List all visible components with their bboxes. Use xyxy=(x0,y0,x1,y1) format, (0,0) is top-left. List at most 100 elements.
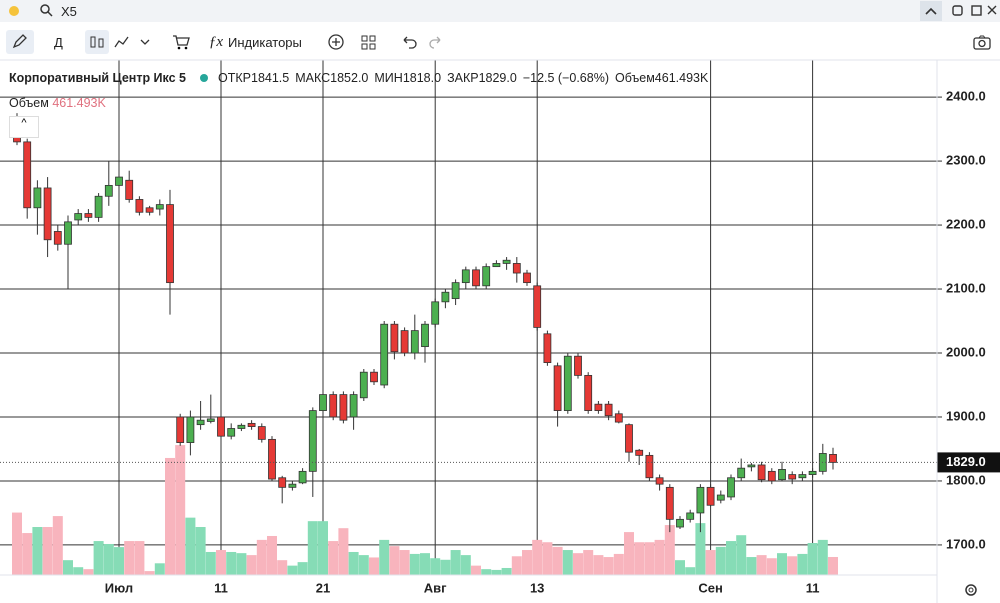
volume-bar xyxy=(807,543,818,575)
status-dot xyxy=(9,6,19,16)
candle-body xyxy=(410,330,419,354)
candle-body xyxy=(125,179,134,200)
candle-body xyxy=(625,424,633,453)
candle-body xyxy=(778,469,786,481)
candle-body xyxy=(716,494,725,501)
volume-bar xyxy=(328,541,339,575)
volume-bar xyxy=(644,542,655,575)
candle-body xyxy=(268,438,276,480)
candle-body xyxy=(308,410,317,472)
candle-body xyxy=(206,418,215,422)
candle-body xyxy=(512,263,521,274)
candle-body xyxy=(665,486,674,520)
volume-name: Объем xyxy=(9,96,49,110)
candle-body xyxy=(492,263,501,268)
candle-body xyxy=(53,231,62,245)
collapse-button[interactable]: ^ xyxy=(9,116,39,138)
indicators-button[interactable]: Индикаторы xyxy=(227,34,302,50)
candle-body xyxy=(686,512,695,520)
legend-item: МАКС1852.0 xyxy=(295,71,369,85)
volume-bar xyxy=(236,553,247,575)
candle-body xyxy=(461,269,470,284)
x-tick-label: 11 xyxy=(214,580,228,595)
candle-body xyxy=(64,221,72,245)
x-tick-label: 13 xyxy=(530,580,544,595)
volume-bar xyxy=(777,553,787,575)
candle-body xyxy=(186,416,195,443)
volume-bar xyxy=(766,558,777,575)
candle-body xyxy=(329,394,338,418)
volume-bar xyxy=(358,555,369,575)
volume-bar xyxy=(63,560,73,575)
search-icon[interactable] xyxy=(39,3,55,19)
volume-bar xyxy=(307,521,318,575)
volume-bar xyxy=(705,550,716,575)
camera-icon[interactable] xyxy=(972,33,992,51)
volume-bar xyxy=(787,556,798,575)
toolbar: Д ƒx Индикаторы xyxy=(0,28,1000,56)
volume-bar xyxy=(481,569,492,575)
candle-body xyxy=(676,518,684,528)
volume-bar xyxy=(185,517,196,575)
volume-bar xyxy=(746,557,757,575)
volume-bar xyxy=(573,553,583,575)
candle-body xyxy=(298,470,307,484)
interval-button[interactable]: Д xyxy=(54,34,63,50)
volume-bar xyxy=(430,558,441,575)
volume-bar xyxy=(675,560,685,575)
volume-bar xyxy=(12,512,22,575)
x-tick-label: Авг xyxy=(424,580,447,595)
candle-body xyxy=(349,394,358,418)
legend-item: ОТКР1841.5 xyxy=(218,71,290,85)
volume-bar xyxy=(695,523,706,575)
volume-bar xyxy=(165,457,175,575)
candle-body xyxy=(563,355,572,411)
candle-body xyxy=(115,176,123,186)
candle-body xyxy=(94,195,103,218)
cart-icon[interactable] xyxy=(171,32,191,52)
top-bar: X5 xyxy=(0,0,1000,22)
volume-bar xyxy=(511,556,522,575)
last-price-label: 1829.0 xyxy=(946,454,986,469)
candle-body xyxy=(400,330,409,354)
volume-bar xyxy=(634,542,645,575)
volume-value: 461.493K xyxy=(52,96,106,110)
candle-body xyxy=(594,403,603,411)
volume-bar xyxy=(287,565,298,575)
chart-type-buttons[interactable] xyxy=(84,30,155,54)
y-tick-label: 1700.0 xyxy=(946,536,986,551)
volume-bar xyxy=(664,525,675,575)
volume-bar xyxy=(73,567,84,575)
instrument-name: Корпоративный Центр Икс 5 xyxy=(9,71,187,85)
volume-bar xyxy=(593,555,604,575)
draw-button[interactable] xyxy=(6,30,34,54)
volume-bar xyxy=(379,539,390,575)
tool-icons[interactable] xyxy=(326,32,456,52)
candle-body xyxy=(319,394,327,411)
symbol[interactable]: X5 xyxy=(61,3,77,19)
volume-bar xyxy=(175,445,186,575)
candle-body xyxy=(543,333,552,364)
candle-body xyxy=(482,266,491,287)
window-controls[interactable] xyxy=(920,0,1000,22)
volume-bar xyxy=(685,567,696,575)
volume-bar xyxy=(654,539,665,575)
candle-body xyxy=(370,371,378,383)
candle-body xyxy=(451,282,460,300)
volume-legend: Объем 461.493K xyxy=(9,96,106,110)
candle-body xyxy=(523,272,531,284)
volume-bar xyxy=(205,551,216,575)
candle-body xyxy=(829,454,837,463)
volume-bar xyxy=(624,532,634,575)
y-tick-label: 1900.0 xyxy=(946,408,986,423)
volume-bar xyxy=(491,569,502,575)
volume-bar xyxy=(216,550,226,575)
settings-icon[interactable] xyxy=(963,582,979,598)
volume-bar xyxy=(22,533,33,575)
x-tick-label: 11 xyxy=(806,580,820,595)
candle-body xyxy=(767,470,776,482)
candle-body xyxy=(584,374,593,411)
volume-bar xyxy=(114,547,124,575)
fx-icon[interactable]: ƒx xyxy=(208,33,223,50)
